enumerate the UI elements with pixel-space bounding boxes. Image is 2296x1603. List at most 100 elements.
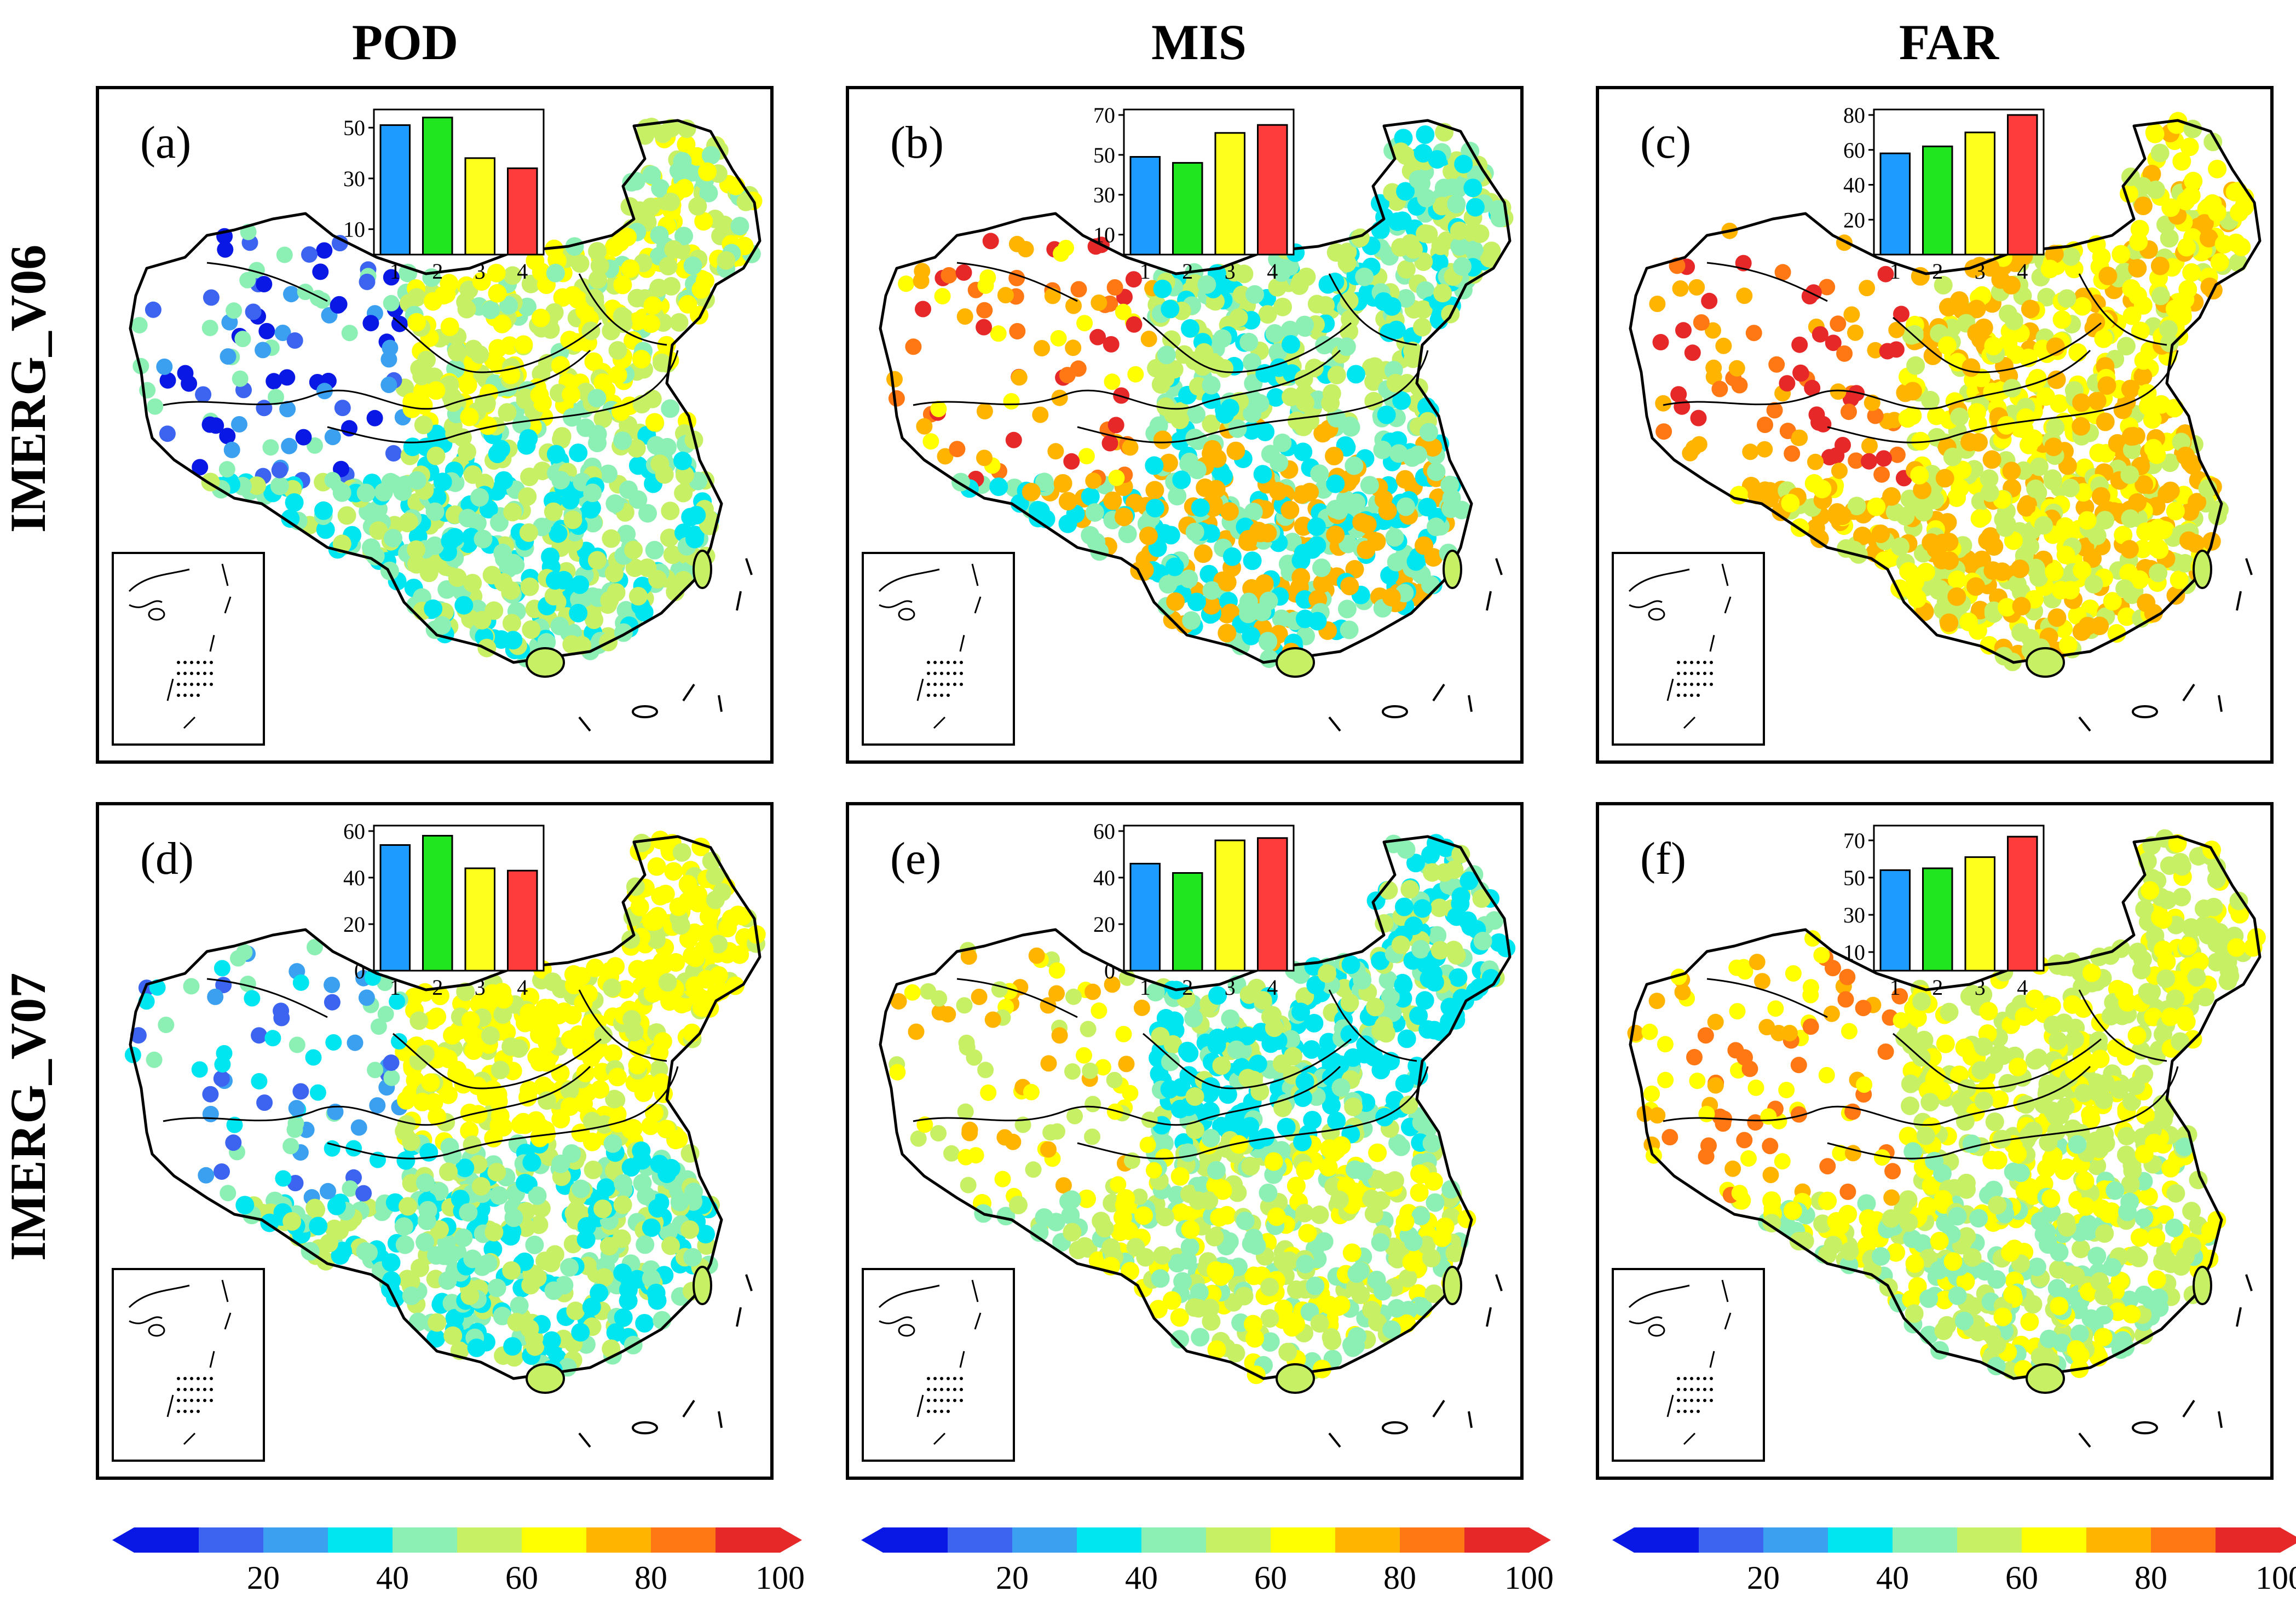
station-dot	[1365, 357, 1384, 376]
station-dot	[1070, 281, 1087, 298]
inset-island-dot	[1697, 672, 1700, 675]
station-dot	[1833, 506, 1852, 526]
station-dot	[2026, 558, 2045, 578]
station-dot	[244, 990, 261, 1007]
station-dot	[684, 1183, 703, 1202]
station-dot	[1009, 1196, 1028, 1214]
station-dot	[977, 1062, 994, 1079]
station-dot	[1034, 340, 1051, 356]
region-boundary-1	[913, 1065, 1341, 1126]
station-dot	[1980, 483, 1999, 502]
station-dot	[1996, 518, 2015, 537]
station-dot	[1327, 366, 1346, 385]
station-dot	[460, 407, 479, 426]
station-dot	[494, 990, 514, 1009]
station-dot	[889, 1064, 906, 1081]
y-tick-label: 60	[1843, 138, 1865, 163]
station-dot	[584, 514, 603, 533]
station-dot	[251, 1027, 268, 1044]
station-dot	[2131, 321, 2150, 341]
station-dot	[1762, 1167, 1779, 1184]
station-dot	[2056, 545, 2075, 564]
station-dot	[470, 345, 489, 364]
station-dot	[383, 269, 400, 286]
station-dot	[652, 1073, 671, 1092]
station-dot	[551, 471, 570, 490]
station-dot	[1784, 445, 1801, 462]
station-dot	[226, 1116, 243, 1133]
station-dot	[1367, 1271, 1386, 1289]
inset-boundary	[916, 563, 982, 729]
station-dot	[1089, 328, 1106, 345]
station-dot	[1416, 224, 1435, 243]
station-dot	[1155, 524, 1174, 543]
station-dot	[1406, 552, 1426, 571]
station-dot	[1397, 497, 1415, 516]
station-dot	[1873, 466, 1890, 483]
station-dot	[1853, 526, 1872, 545]
station-dot	[281, 437, 298, 454]
station-dot	[1707, 1013, 1724, 1030]
station-dot	[1161, 299, 1180, 319]
y-tick-label: 50	[1093, 143, 1115, 168]
station-dot	[369, 521, 388, 540]
inset-island-dot	[177, 683, 180, 686]
station-dot	[2135, 475, 2154, 494]
station-dot	[1445, 860, 1464, 879]
station-dot	[1366, 997, 1385, 1017]
station-dot	[1319, 1295, 1339, 1314]
station-dot	[542, 1331, 561, 1350]
station-dot	[1207, 1161, 1226, 1180]
station-dot	[930, 1125, 947, 1141]
station-dot	[2017, 498, 2036, 517]
station-dot	[441, 532, 460, 551]
station-dot	[1078, 448, 1095, 465]
station-dot	[2047, 608, 2067, 627]
inset-island-dot	[953, 1388, 956, 1391]
station-dot	[447, 343, 466, 362]
station-dot	[2072, 393, 2091, 412]
sea-island	[632, 705, 658, 718]
station-dot	[1282, 335, 1300, 354]
station-dot	[2134, 351, 2153, 370]
inset-island-dot	[1697, 694, 1700, 697]
station-dot	[207, 988, 224, 1005]
station-dot	[2165, 299, 2184, 319]
station-dot	[645, 1103, 664, 1122]
inset-island-dot	[1683, 672, 1687, 675]
bar-3	[1214, 839, 1245, 972]
station-dot	[687, 506, 706, 524]
hainan-island	[526, 647, 565, 678]
station-dot	[469, 1105, 488, 1124]
station-dot	[624, 540, 643, 560]
station-dot	[1158, 575, 1178, 594]
station-dot	[461, 1011, 480, 1030]
station-dot	[1127, 366, 1144, 383]
station-dot	[1345, 1160, 1364, 1179]
station-dot	[1170, 1099, 1190, 1118]
station-dot	[570, 575, 590, 594]
station-dot	[503, 266, 522, 285]
inset-island-dot	[1677, 661, 1680, 664]
station-dot	[1779, 375, 1796, 392]
station-dot	[680, 1220, 700, 1239]
station-dot	[1296, 1254, 1315, 1273]
station-dot	[1745, 325, 1762, 342]
inset-coast	[128, 1284, 190, 1324]
station-dot	[560, 1258, 579, 1277]
station-dot	[1736, 287, 1753, 304]
station-dot	[507, 1313, 526, 1331]
station-dot	[1051, 1027, 1068, 1044]
station-dot	[550, 616, 569, 636]
station-dot	[1652, 334, 1669, 350]
station-dot	[1867, 342, 1884, 359]
station-dot	[520, 468, 539, 486]
station-dot	[2128, 259, 2147, 278]
station-dot	[635, 1314, 654, 1333]
station-dot	[543, 972, 562, 991]
station-dot	[642, 198, 660, 216]
station-dot	[1091, 1002, 1107, 1019]
station-dot	[2108, 434, 2127, 453]
station-dot	[491, 1060, 510, 1080]
